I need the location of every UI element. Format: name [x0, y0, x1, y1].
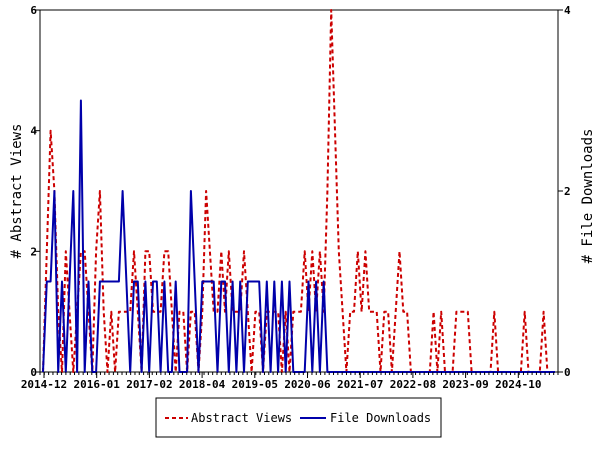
- x-tick-label: 2018-04: [179, 378, 226, 391]
- x-tick-label: 2019-05: [232, 378, 278, 391]
- y-right-tick-label: 2: [564, 185, 571, 198]
- x-tick-label: 2020-06: [284, 378, 331, 391]
- legend-box: [155, 397, 442, 438]
- legend: Abstract Views File Downloads: [155, 397, 442, 438]
- y-axis-right-title: # File Downloads: [580, 129, 596, 264]
- series-line-file-downloads: [42, 99, 555, 373]
- y-left-tick-label: 0: [30, 366, 37, 379]
- series-line-abstract-views: [42, 9, 555, 373]
- legend-label-abstract-views: Abstract Views: [191, 411, 292, 425]
- y-right-tick-label: 0: [564, 366, 571, 379]
- y-axis-left-title: # Abstract Views: [9, 124, 25, 259]
- x-tick-label: 2017-02: [126, 378, 172, 391]
- x-axis: 2014-12 2016-01 2017-02 2018-04 2019-05 2020-…: [21, 372, 559, 391]
- plot-area: [39, 9, 559, 373]
- y-left-tick-label: 2: [30, 245, 37, 258]
- y-left-tick-label: 6: [30, 4, 37, 17]
- x-tick-label: 2022-08: [390, 378, 436, 391]
- x-tick-label: 2016-01: [74, 378, 121, 391]
- y-right-tick-label: 4: [564, 4, 571, 17]
- y-axis-right: 0 2 4: [558, 4, 571, 379]
- x-tick-label: 2014-12: [21, 378, 67, 391]
- x-tick-label: 2024-10: [495, 378, 541, 391]
- x-tick-label: 2021-07: [337, 378, 383, 391]
- y-left-tick-label: 4: [30, 125, 37, 138]
- y-axis-left: 0 2 4 6: [30, 4, 40, 379]
- legend-label-file-downloads: File Downloads: [330, 411, 431, 425]
- x-tick-label: 2023-09: [442, 378, 488, 391]
